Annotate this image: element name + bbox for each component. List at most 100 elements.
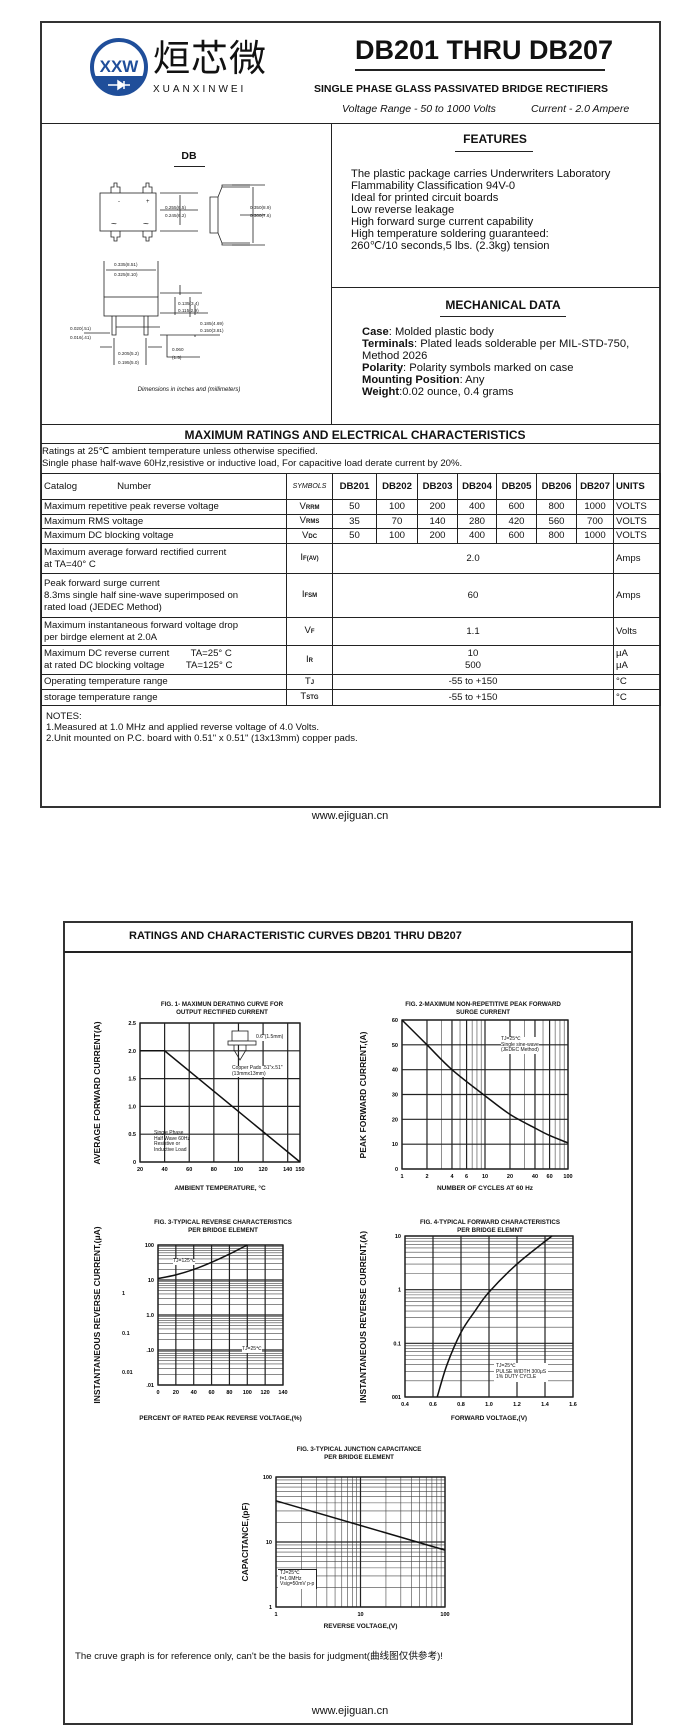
footer-website[interactable]: www.ejiguan.cn [311, 1705, 389, 1717]
x-tick-label: 60 [186, 1167, 192, 1173]
subtitle: SINGLE PHASE GLASS PASSIVATED BRIDGE REC… [314, 83, 609, 95]
features-title: FEATURES [463, 132, 527, 146]
feature-item: The plastic package carries Underwriters… [351, 168, 611, 180]
x-tick-label: 140 [283, 1167, 292, 1173]
chart-title: FIG. 2-MAXIMUM NON-REPETITIVE PEAK FORWA… [405, 1001, 561, 1016]
brand-en: XUANXINWEI [153, 84, 247, 95]
note-item: 1.Measured at 1.0 MHz and applied revers… [46, 722, 320, 733]
features-title-underline [455, 151, 533, 152]
title-underline [355, 69, 605, 71]
dim-text: 0.135(3.4) [178, 301, 199, 306]
y-tick-label: 0 [133, 1160, 136, 1166]
x-tick-label: 1.6 [569, 1402, 577, 1408]
dimensions-caption: Dimensions in inches and (millimeters) [137, 387, 241, 393]
header-part-DB201: DB201 [332, 473, 377, 500]
value-cell: -55 to +150 [332, 689, 614, 706]
value-cell: 200 [417, 528, 458, 544]
divider [41, 123, 660, 124]
param-cell: Maximum DC blocking voltage [41, 528, 287, 544]
y-tick-label: 1.5 [128, 1077, 136, 1083]
y-tick-label-extra: 0.01 [122, 1370, 133, 1376]
series-line [401, 1019, 569, 1144]
note-item: 2.Unit mounted on P.C. board with 0.51" … [46, 733, 358, 744]
page1-frame [40, 21, 661, 808]
value-cell: 50 [332, 528, 377, 544]
feature-item: Flammability Classification 94V-0 [351, 180, 516, 192]
value-cell: 60 [332, 573, 614, 618]
feature-item: High temperature soldering guaranteed: [351, 228, 549, 240]
chart-annotation: TJ=25℃ [242, 1346, 262, 1353]
x-tick-label: 0.6 [429, 1402, 437, 1408]
pin-ac-symbol: ~ [111, 219, 117, 230]
y-tick-label: 1 [398, 1288, 401, 1294]
y-axis-label: PEAK FORWARD CURRENT,(A) [358, 1031, 368, 1158]
y-tick-label: 0.5 [128, 1132, 136, 1138]
chart-annotation: TJ=25℃ Single sine-wave (JEDEC Method) [501, 1036, 539, 1054]
y-axis-label: INSTANTANEOUS REVERSE CURRENT,(A) [358, 1230, 368, 1403]
dim-text: 0.300(7.6) [250, 213, 271, 218]
feature-item: High forward surge current capability [351, 216, 534, 228]
dim-text: (1.5) [172, 355, 182, 360]
mech-item: Case: Molded plastic body [362, 326, 494, 338]
divider [64, 951, 632, 953]
y-tick-label-extra: 1 [122, 1291, 126, 1297]
plot-frame [404, 1235, 574, 1398]
pin-plus-symbol: + [146, 199, 150, 205]
x-tick-label: 1.0 [485, 1402, 493, 1408]
y-tick-label: 50 [392, 1043, 398, 1049]
x-tick-label: 20 [173, 1390, 179, 1396]
x-tick-label: 40 [191, 1390, 197, 1396]
ratings-table: Catalog Number SYMBOLS DB201 DB202 DB203 DB204… [41, 473, 661, 706]
dim-text: 0.335(8.51) [114, 262, 138, 267]
value-cell: 600 [496, 528, 537, 544]
notes: NOTES: 1.Measured at 1.0 MHz and applied… [46, 711, 358, 744]
y-tick-label: 0.1 [393, 1341, 401, 1347]
x-tick-label: 4 [450, 1174, 454, 1180]
y-axis-label: AVERAGE FORWARD CURRENT(A) [92, 1020, 102, 1165]
x-tick-label: 80 [226, 1390, 232, 1396]
x-tick-label: 10 [482, 1174, 488, 1180]
param-cell: Maximum average forward rectified curren… [41, 543, 287, 574]
symbol-cell: TJ [286, 674, 333, 690]
value-cell: 1000 [576, 499, 614, 515]
mechanical-title-underline [440, 316, 566, 317]
current-rating: Current - 2.0 Ampere [531, 103, 630, 115]
unit-cell: °C [613, 689, 661, 706]
unit-cell: VOLTS [613, 528, 661, 544]
mech-item: Terminals: Plated leads solderable per M… [362, 338, 630, 350]
value-cell: 600 [496, 499, 537, 515]
divider [331, 287, 660, 288]
series-line [157, 1244, 248, 1280]
value-cell: 100 [376, 499, 418, 515]
footer-website[interactable]: www.ejiguan.cn [311, 810, 389, 822]
dim-text: 0.020(.51) [70, 326, 91, 331]
series-line [140, 1050, 301, 1163]
header-symbols: SYMBOLS [286, 473, 333, 500]
param-cell: Maximum RMS voltage [41, 514, 287, 529]
x-tick-label: 1.4 [541, 1402, 550, 1408]
value-cell: 2.0 [332, 543, 614, 574]
symbol-cell: VDC [286, 528, 333, 544]
header-part-DB207: DB207 [576, 473, 614, 500]
header-part-DB202: DB202 [376, 473, 418, 500]
dim-text: 0.060 [172, 347, 184, 352]
x-tick-label: 60 [209, 1390, 215, 1396]
table-row: Operating temperature range TJ -55 to +150… [41, 674, 661, 690]
dim-text: 0.205(5.2) [118, 351, 139, 356]
x-tick-label: 2 [425, 1174, 428, 1180]
y-tick-label: 0 [395, 1167, 398, 1173]
disclaimer: The cruve graph is for reference only, c… [75, 1651, 443, 1662]
y-tick-label: .10 [146, 1348, 154, 1354]
y-tick-label: 60 [392, 1018, 398, 1024]
y-tick-label: 1 [269, 1605, 272, 1611]
chart-annotation: 0.6"(1.5mm) [256, 1034, 284, 1041]
value-cell: 400 [457, 499, 497, 515]
x-tick-label: 0 [156, 1390, 159, 1396]
ratings-title: MAXIMUM RATINGS AND ELECTRICAL CHARACTER… [184, 428, 526, 442]
svg-text:XXW: XXW [100, 57, 140, 76]
package-outline-drawing: - + ~ ~ 0.255(6.5) 0.245(6.2) 0.350(8.9)… [70, 182, 271, 365]
mech-item: Mounting Position: Any [362, 374, 485, 386]
dim-text: 0.255(6.5) [165, 205, 186, 210]
value-cell: 560 [536, 514, 577, 529]
voltage-range: Voltage Range - 50 to 1000 Volts [342, 103, 496, 115]
